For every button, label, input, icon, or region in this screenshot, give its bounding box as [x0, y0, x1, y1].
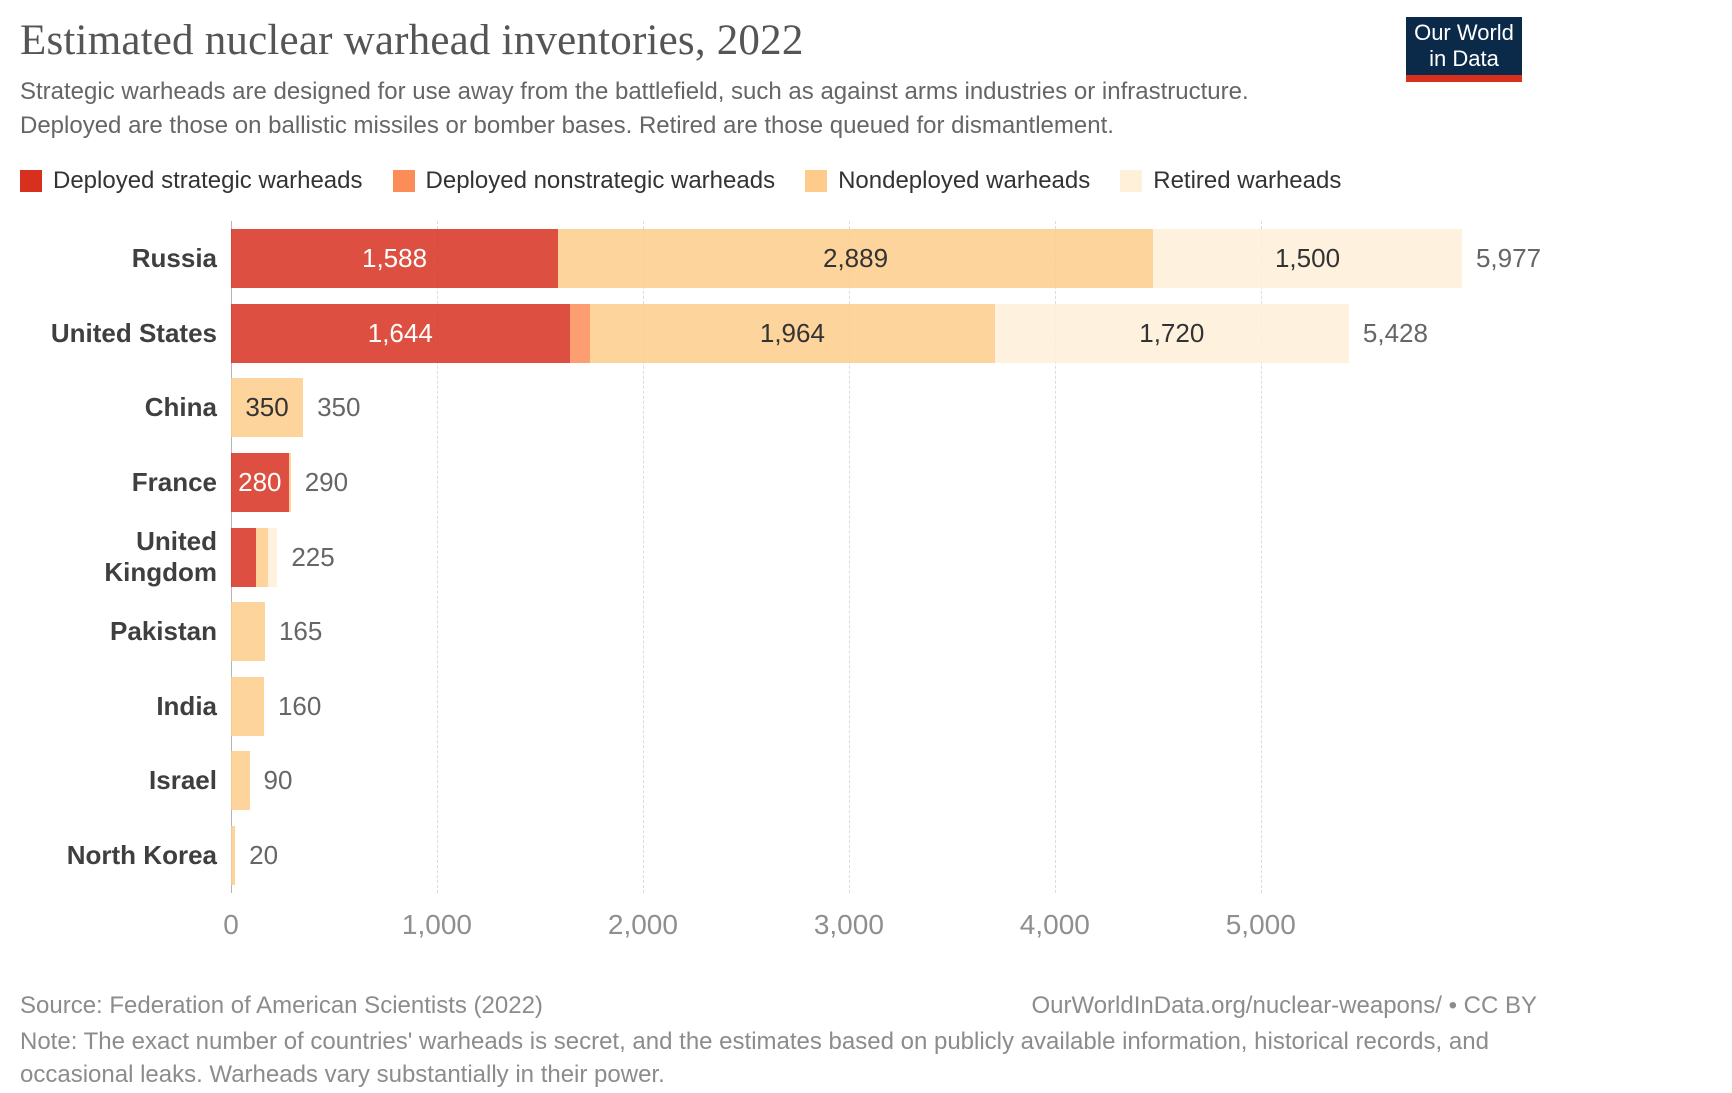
bar-row: France 280 290: [20, 445, 1732, 520]
bar-track: 225: [231, 527, 1732, 587]
bar-segment: [569, 303, 591, 363]
bar-segment: 350: [231, 378, 304, 438]
bar-segment: 1,644: [231, 303, 570, 363]
segment-value-label: 1,500: [1274, 243, 1341, 274]
bar-segment: [231, 527, 256, 587]
bar-row: United States 1,644 1,964 1,720 5,428: [20, 296, 1732, 371]
country-label: Israel: [149, 765, 217, 796]
gridline: [848, 221, 850, 893]
bar-segment: [231, 751, 250, 811]
bar-segment: [231, 676, 264, 736]
country-label: India: [156, 690, 217, 721]
bar-track: 20: [231, 825, 1732, 885]
gridline: [1260, 221, 1262, 893]
bar-total-label: 5,428: [1362, 317, 1428, 348]
legend-swatch-icon: [805, 170, 828, 193]
legend-item: Nondeployed warheads: [805, 167, 1090, 195]
chart-title: Estimated nuclear warhead inventories, 2…: [20, 17, 804, 64]
owid-logo-line1: Our World: [1414, 20, 1514, 45]
bar-row: United Kingdom 225: [20, 520, 1732, 595]
x-axis-tick-label: 0: [223, 908, 239, 940]
chart-footer: Source: Federation of American Scientist…: [20, 989, 1712, 1091]
attribution-text: OurWorldInData.org/nuclear-weapons/ • CC…: [1031, 991, 1537, 1019]
segment-value-label: 1,588: [361, 243, 428, 274]
bar-segment: [231, 602, 265, 662]
segment-value-label: 1,644: [367, 317, 433, 348]
legend-label: Nondeployed warheads: [838, 167, 1091, 195]
bar-row: North Korea 20: [20, 818, 1732, 893]
country-label: United Kingdom: [104, 526, 217, 588]
legend-item: Deployed nonstrategic warheads: [392, 167, 776, 195]
chart-subtitle: Strategic warheads are designed for use …: [20, 78, 1249, 140]
legend-label: Deployed nonstrategic warheads: [425, 167, 776, 195]
chart-header: Estimated nuclear warhead inventories, 2…: [0, 0, 1732, 143]
legend-label: Deployed strategic warheads: [53, 167, 363, 195]
gridline: [1054, 221, 1056, 893]
country-label: France: [131, 467, 217, 498]
note-text: Note: The exact number of countries' war…: [20, 1027, 1489, 1088]
bar-row: China 350 350: [20, 371, 1732, 446]
bar-total-label: 350: [317, 392, 361, 423]
bar-total-label: 160: [277, 690, 322, 721]
segment-value-label: 1,720: [1139, 317, 1205, 348]
chart-legend: Deployed strategic warheads Deployed nons…: [20, 167, 1732, 195]
x-axis-tick-label: 1,000: [401, 908, 472, 940]
bar-segment: [288, 453, 291, 513]
bar-row: India 160: [20, 669, 1732, 744]
bar-segment: 2,889: [558, 229, 1154, 289]
owid-logo-line2: in Data: [1429, 46, 1499, 71]
source-text: Source: Federation of American Scientist…: [20, 991, 543, 1019]
gridline: [642, 221, 644, 893]
bar-row: Israel 90: [20, 744, 1732, 819]
owid-logo: Our World in Data: [1406, 17, 1522, 82]
bar-track: 1,588 2,889 1,500 5,977: [231, 229, 1732, 289]
bar-segment: [255, 527, 269, 587]
bar-track: 350 350: [231, 378, 1732, 438]
legend-item: Retired warheads: [1120, 167, 1341, 195]
legend-swatch-icon: [1120, 170, 1143, 193]
country-label: Pakistan: [110, 616, 217, 647]
bar-row: Russia 1,588 2,889 1,500 5,977: [20, 221, 1732, 296]
legend-label: Retired warheads: [1153, 167, 1342, 195]
bar-segment: [231, 825, 236, 885]
bar-track: 280 290: [231, 453, 1732, 513]
bar-total-label: 20: [249, 839, 279, 870]
bar-track: 1,644 1,964 1,720 5,428: [231, 303, 1732, 363]
x-axis-tick-label: 3,000: [813, 908, 884, 940]
legend-item: Deployed strategic warheads: [20, 167, 363, 195]
x-axis-tick-label: 2,000: [607, 908, 678, 940]
country-label: United States: [50, 317, 217, 348]
segment-value-label: 1,964: [759, 317, 825, 348]
legend-swatch-icon: [392, 170, 415, 193]
bar-segment: 1,720: [994, 303, 1349, 363]
bar-segment: 280: [231, 453, 289, 513]
bar-total-label: 165: [278, 616, 323, 647]
bar-track: 165: [231, 602, 1732, 662]
country-label: China: [144, 392, 217, 423]
bar-total-label: 5,977: [1475, 243, 1542, 274]
bar-segment: 1,500: [1153, 229, 1462, 289]
bar-track: 160: [231, 676, 1732, 736]
bar-rows: Russia 1,588 2,889 1,500 5,977 United States 1…: [20, 221, 1732, 892]
bar-total-label: 225: [291, 541, 335, 572]
x-axis-tick-label: 4,000: [1019, 908, 1090, 940]
bar-segment: 1,964: [590, 303, 995, 363]
gridline: [436, 221, 438, 893]
bar-total-label: 90: [263, 765, 293, 796]
stacked-bar-chart: Russia 1,588 2,889 1,500 5,977 United States 1…: [0, 221, 1732, 954]
segment-value-label: 280: [238, 467, 282, 498]
x-axis-tick-label: 5,000: [1225, 908, 1296, 940]
bar-total-label: 290: [304, 467, 349, 498]
bar-segment: [268, 527, 278, 587]
bar-segment: 1,588: [231, 229, 559, 289]
country-label: North Korea: [66, 839, 217, 870]
segment-value-label: 350: [245, 392, 289, 423]
legend-swatch-icon: [20, 170, 42, 193]
bar-row: Pakistan 165: [20, 594, 1732, 669]
x-axis: 0 1,000 2,000 3,000 4,000 5,000: [223, 893, 1732, 955]
bar-track: 90: [231, 751, 1732, 811]
segment-value-label: 2,889: [823, 243, 889, 274]
country-label: Russia: [131, 243, 217, 274]
